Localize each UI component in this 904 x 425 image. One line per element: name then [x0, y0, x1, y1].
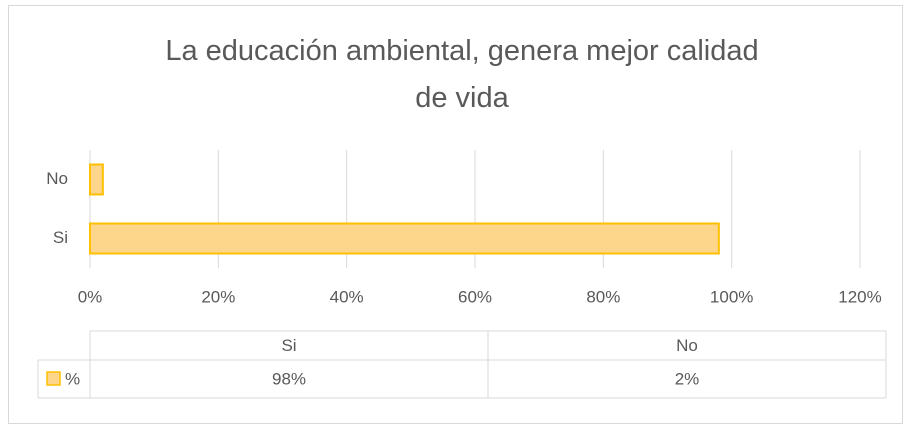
- bar: [89, 222, 720, 255]
- table-value: 98%: [272, 369, 306, 388]
- table-header: No: [676, 336, 698, 355]
- x-tick-label: 100%: [710, 287, 753, 306]
- table-header: Si: [281, 336, 296, 355]
- legend-label: %: [65, 369, 80, 388]
- x-tick-label: 80%: [586, 287, 620, 306]
- y-tick-label: No: [46, 169, 68, 188]
- chart-title: La educación ambiental, genera mejor cal…: [165, 35, 759, 114]
- chart-border: [8, 5, 903, 424]
- x-tick-label: 120%: [838, 287, 881, 306]
- y-tick-label: Si: [53, 228, 68, 247]
- legend-swatch: [46, 371, 61, 386]
- x-tick-label: 0%: [78, 287, 103, 306]
- x-tick-label: 60%: [458, 287, 492, 306]
- x-tick-label: 20%: [201, 287, 235, 306]
- bar: [89, 163, 104, 196]
- table-value: 2%: [675, 369, 700, 388]
- x-tick-label: 40%: [330, 287, 364, 306]
